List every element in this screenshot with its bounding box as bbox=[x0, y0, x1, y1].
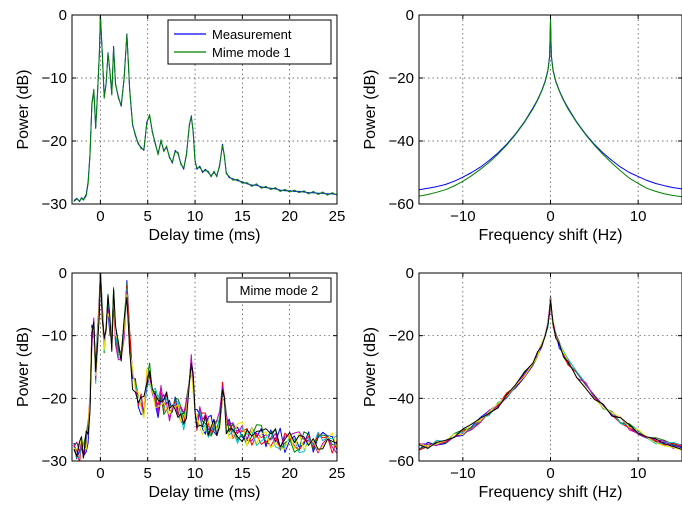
x-tick-label: 15 bbox=[234, 208, 251, 225]
doppler-spectrum-chart-bottom: −10 0 10 0 −20 −40 −60 Frequency shift (Hz) Powe… bbox=[362, 265, 682, 501]
y-tick-label: −10 bbox=[42, 70, 67, 87]
x-tick-label: 10 bbox=[630, 465, 647, 482]
x-tick-label: 15 bbox=[234, 465, 251, 482]
x-tick-label: 0 bbox=[546, 208, 554, 225]
y-axis-label: Power (dB) bbox=[362, 69, 379, 149]
x-tick-label: 0 bbox=[96, 208, 104, 225]
x-tick-label: 20 bbox=[281, 465, 298, 482]
y-tick-label: 0 bbox=[59, 265, 67, 282]
plot-area bbox=[419, 17, 682, 198]
doppler-spectrum-chart-top: −10 0 10 0 −20 −40 −60 Frequency shift (Hz) Powe… bbox=[362, 7, 682, 244]
y-axis-label: Power (dB) bbox=[362, 327, 379, 407]
y-tick-label: −30 bbox=[42, 196, 67, 213]
x-axis-label: Delay time (ms) bbox=[148, 227, 260, 244]
plot-area bbox=[73, 273, 337, 461]
y-tick-label: 0 bbox=[406, 7, 414, 24]
x-tick-label: 5 bbox=[144, 208, 152, 225]
series-line bbox=[73, 15, 337, 202]
x-axis-label: Frequency shift (Hz) bbox=[478, 227, 622, 244]
y-tick-label: −20 bbox=[42, 390, 67, 407]
x-tick-label: 10 bbox=[187, 208, 204, 225]
y-tick-label: 0 bbox=[406, 265, 414, 282]
y-tick-label: −60 bbox=[389, 196, 414, 213]
series-line bbox=[419, 17, 682, 198]
x-axis-label: Delay time (ms) bbox=[148, 484, 260, 501]
y-tick-label: −20 bbox=[42, 133, 67, 150]
y-axis-label: Power (dB) bbox=[15, 69, 32, 149]
legend-label: Mime mode 1 bbox=[212, 45, 291, 60]
plot-area bbox=[73, 15, 337, 202]
series-line bbox=[419, 298, 682, 451]
series-line bbox=[419, 299, 682, 450]
x-tick-label: −10 bbox=[450, 208, 475, 225]
x-tick-label: 0 bbox=[546, 465, 554, 482]
x-tick-label: 10 bbox=[630, 208, 647, 225]
x-axis-label: Frequency shift (Hz) bbox=[478, 484, 622, 501]
axes-frame bbox=[71, 272, 338, 462]
y-tick-label: −60 bbox=[389, 453, 414, 470]
legend: Mime mode 2 bbox=[226, 277, 332, 303]
x-tick-label: −10 bbox=[450, 465, 475, 482]
axes-frame bbox=[71, 14, 338, 205]
y-tick-label: 0 bbox=[59, 7, 67, 24]
series-line bbox=[419, 298, 682, 449]
y-tick-label: −10 bbox=[42, 328, 67, 345]
x-tick-label: 5 bbox=[144, 465, 152, 482]
y-tick-label: −40 bbox=[389, 390, 414, 407]
y-tick-label: −20 bbox=[389, 70, 414, 87]
x-tick-label: 25 bbox=[329, 465, 346, 482]
y-tick-label: −20 bbox=[389, 328, 414, 345]
y-tick-label: −30 bbox=[42, 453, 67, 470]
delay-profile-chart-bottom: 0 5 10 15 20 25 0 −10 −20 −30 Delay time (ms) Power… bbox=[15, 265, 345, 501]
x-tick-label: 10 bbox=[187, 465, 204, 482]
y-tick-label: −40 bbox=[389, 133, 414, 150]
x-tick-label: 0 bbox=[96, 465, 104, 482]
legend-label: Measurement bbox=[212, 27, 292, 42]
legend-label: Mime mode 2 bbox=[240, 283, 319, 298]
y-axis-label: Power (dB) bbox=[15, 327, 32, 407]
delay-profile-chart-top: 0 5 10 15 20 25 0 −10 −20 −30 Delay time (ms) Power… bbox=[15, 7, 345, 244]
x-tick-label: 25 bbox=[329, 208, 346, 225]
plot-area bbox=[419, 295, 682, 451]
series-line bbox=[73, 273, 337, 459]
x-tick-label: 20 bbox=[281, 208, 298, 225]
legend: Measurement Mime mode 1 bbox=[167, 19, 332, 65]
